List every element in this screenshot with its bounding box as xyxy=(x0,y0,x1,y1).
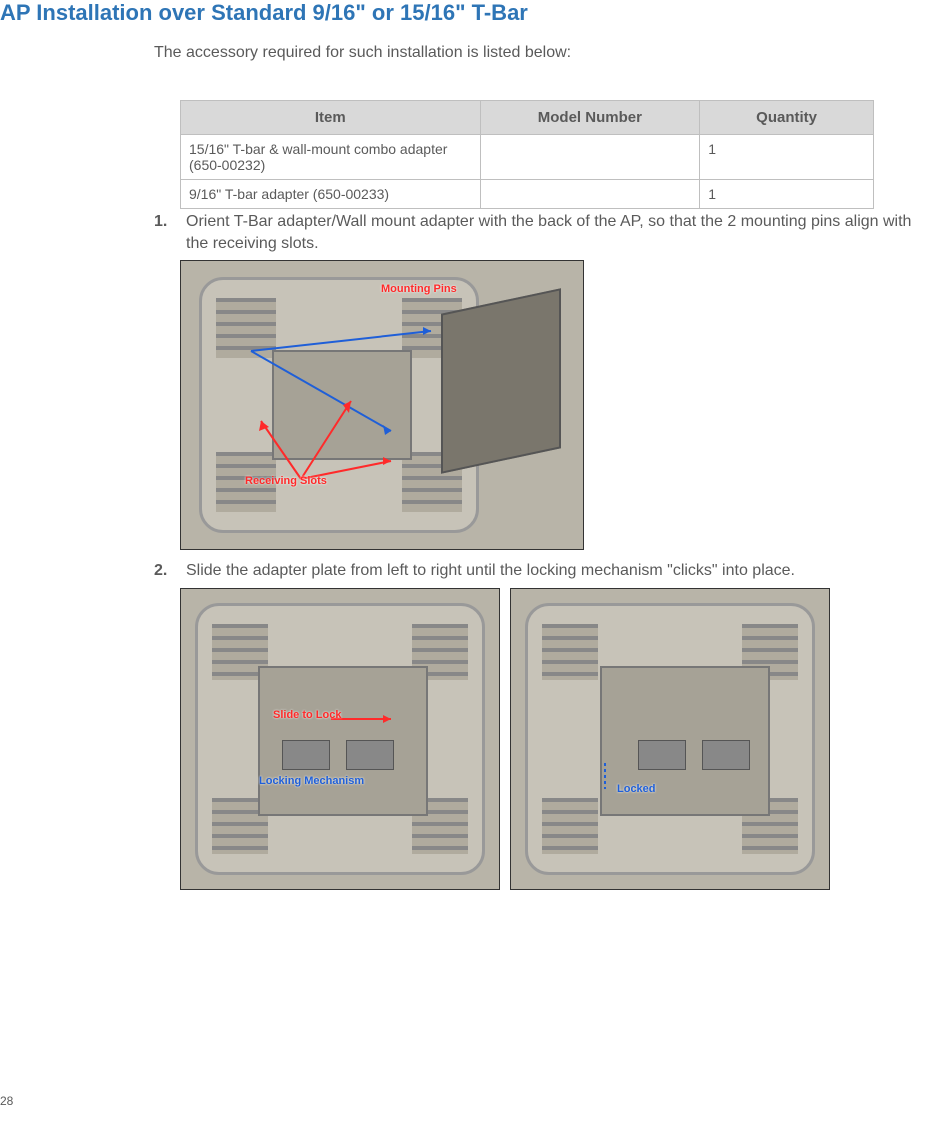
cell-model xyxy=(480,135,700,180)
vent-slats xyxy=(542,798,598,854)
step-text: Slide the adapter plate from left to rig… xyxy=(186,560,928,582)
figure-3-image: Locked xyxy=(510,588,830,890)
col-header-item: Item xyxy=(181,101,481,135)
step-text: Orient T-Bar adapter/Wall mount adapter … xyxy=(186,211,928,254)
lock-block xyxy=(638,740,686,770)
figure-row: Slide to Lock Locking Mechanism Locked xyxy=(180,588,928,890)
cell-qty: 1 xyxy=(700,180,874,209)
figure-2-image: Slide to Lock Locking Mechanism xyxy=(180,588,500,890)
ap-device-back xyxy=(195,603,485,875)
label-slide-to-lock: Slide to Lock xyxy=(273,709,341,721)
step-number: 1. xyxy=(154,211,182,254)
label-locking-mechanism: Locking Mechanism xyxy=(259,775,364,787)
table-row: 9/16" T-bar adapter (650-00233) 1 xyxy=(181,180,874,209)
cell-qty: 1 xyxy=(700,135,874,180)
step-1: 1. Orient T-Bar adapter/Wall mount adapt… xyxy=(154,211,928,254)
figure-1-image: Mounting Pins Receiving Slots xyxy=(180,260,584,550)
label-receiving-slots: Receiving Slots xyxy=(245,475,327,487)
label-locked: Locked xyxy=(617,783,656,795)
ap-device-back xyxy=(525,603,815,875)
accessory-table-wrap: Item Model Number Quantity 15/16" T-bar … xyxy=(180,100,928,209)
table-row: 15/16" T-bar & wall-mount combo adapter … xyxy=(181,135,874,180)
intro-paragraph: The accessory required for such installa… xyxy=(154,44,928,62)
step-number: 2. xyxy=(154,560,182,582)
label-mounting-pins: Mounting Pins xyxy=(381,283,457,295)
step-2: 2. Slide the adapter plate from left to … xyxy=(154,560,928,582)
col-header-model: Model Number xyxy=(480,101,700,135)
lock-block xyxy=(282,740,330,770)
mount-plate xyxy=(272,350,412,460)
cell-model xyxy=(480,180,700,209)
cell-item: 15/16" T-bar & wall-mount combo adapter … xyxy=(181,135,481,180)
table-header-row: Item Model Number Quantity xyxy=(181,101,874,135)
page-number: 28 xyxy=(0,1094,13,1108)
adapter-bracket xyxy=(441,288,561,474)
lock-block xyxy=(702,740,750,770)
vent-slats xyxy=(216,298,276,358)
lock-block xyxy=(346,740,394,770)
col-header-quantity: Quantity xyxy=(700,101,874,135)
cell-item: 9/16" T-bar adapter (650-00233) xyxy=(181,180,481,209)
accessory-table: Item Model Number Quantity 15/16" T-bar … xyxy=(180,100,874,209)
vent-slats xyxy=(542,624,598,680)
figure-1: Mounting Pins Receiving Slots xyxy=(180,260,928,550)
ap-device-back xyxy=(199,277,479,533)
section-heading: AP Installation over Standard 9/16" or 1… xyxy=(0,0,928,26)
